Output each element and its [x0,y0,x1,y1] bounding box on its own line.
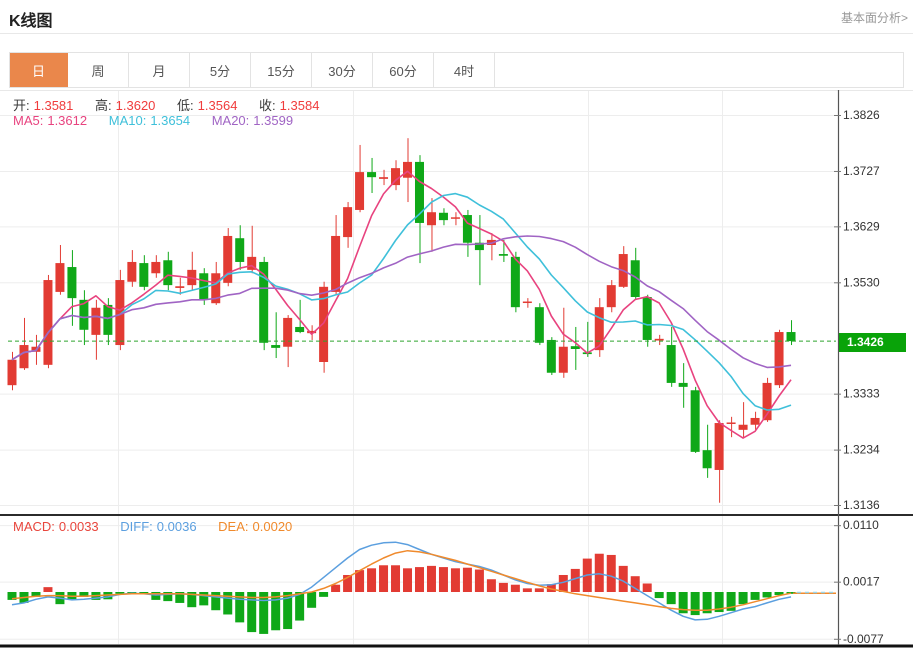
y-axis-label: -0.0077 [843,632,884,646]
y-axis-label: 1.3234 [843,443,880,457]
y-axis-label: 1.3136 [843,498,880,512]
interval-tab-bar: 日 周 月 5分 15分 30分 60分 4时 [9,52,904,88]
y-axis-label: 0.0110 [843,518,879,532]
ma5-value: 1.3612 [47,113,88,128]
tab-4hour[interactable]: 4时 [434,53,495,87]
y-axis-label: 0.0017 [843,575,880,589]
macd-legend: MACD: 0.0033 DIFF: 0.0036 DEA: 0.0020 [13,519,296,534]
dea-value: 0.0020 [252,519,293,534]
tab-bar-filler [495,53,903,87]
ma20-value: 1.3599 [253,113,294,128]
y-axis-label: 1.3333 [843,387,880,401]
y-axis-label: 1.3826 [843,108,880,122]
ma5-line [11,170,792,439]
current-price-tag: 1.3426 [839,333,906,352]
diff-label: DIFF: [120,519,153,534]
y-axis-label: 1.3530 [843,275,880,289]
page-title: K线图 [9,13,53,30]
tab-15min[interactable]: 15分 [251,53,312,87]
dea-label: DEA: [218,519,249,534]
high-value: 1.3620 [115,98,156,113]
ma5-label: MA5: [13,113,44,128]
tab-week[interactable]: 周 [68,53,129,87]
widget-header: K线图 基本面分析> [0,0,913,34]
ma10-value: 1.3654 [150,113,191,128]
diff-value: 0.0036 [156,519,197,534]
ma-legend: MA5: 1.3612 MA10: 1.3654 MA20: 1.3599 [13,113,297,128]
open-label: 开: [13,98,30,113]
tab-month[interactable]: 月 [129,53,190,87]
y-axis-label: 1.3727 [843,164,880,178]
panel-frame [0,90,913,648]
ohlc-legend: 开: 1.3581 高: 1.3620 低: 1.3564 收: 1.3584 [13,95,323,114]
ma10-label: MA10: [108,113,147,128]
tab-60min[interactable]: 60分 [373,53,434,87]
close-label: 收: [259,98,276,113]
y-axis-label: 1.3629 [843,219,880,233]
tab-day[interactable]: 日 [10,53,68,87]
tab-5min[interactable]: 5分 [190,53,251,87]
ma10-line [11,192,792,411]
fundamental-analysis-link[interactable]: 基本面分析> [840,11,908,25]
macd-histogram [7,553,796,634]
low-value: 1.3564 [197,98,238,113]
low-label: 低: [177,98,194,113]
macd-label: MACD: [13,519,55,534]
high-label: 高: [95,98,112,113]
macd-extension [793,591,837,594]
tab-30min[interactable]: 30分 [312,53,373,87]
candles [7,138,796,503]
y-axis: 1.3826 1.3727 1.3629 1.3530 1.3333 1.3234 1.31… [834,108,884,646]
ma20-label: MA20: [211,113,250,128]
open-value: 1.3581 [33,98,74,113]
macd-value: 0.0033 [58,519,99,534]
dea-line [11,549,792,611]
close-value: 1.3584 [279,98,320,113]
ma20-line [11,235,792,369]
